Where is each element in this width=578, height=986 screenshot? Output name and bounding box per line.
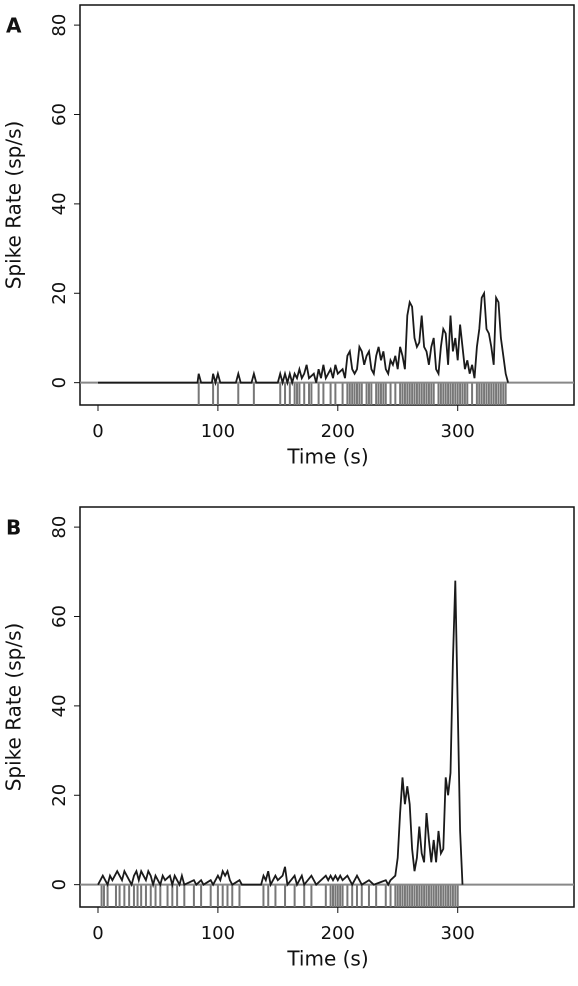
y-tick-label: 80 [49, 14, 70, 37]
y-tick-label: 60 [49, 605, 70, 628]
rate-line [98, 290, 509, 387]
x-tick-label: 300 [441, 923, 475, 944]
plot-frame [79, 4, 575, 406]
y-tick-label: 60 [49, 103, 70, 126]
y-tick-label: 40 [49, 694, 70, 717]
panel-label: B [6, 516, 21, 540]
x-axis-label: Time (s) [286, 947, 368, 971]
x-tick-label: 200 [321, 923, 355, 944]
panel: 0 20 40 60 80 0 100 200 300 Time (s) Spike Rate (s… [2, 4, 575, 469]
x-tick-label: 100 [201, 421, 235, 442]
y-tick-label: 20 [49, 784, 70, 807]
plot-frame [79, 506, 575, 908]
y-tick-label: 0 [49, 377, 70, 388]
x-tick-label: 300 [441, 421, 475, 442]
y-tick-label: 0 [49, 879, 70, 890]
y-axis-label: Spike Rate (sp/s) [2, 121, 26, 290]
x-tick-label: 0 [92, 923, 103, 944]
rate-line [97, 580, 464, 889]
y-tick-label: 80 [49, 516, 70, 539]
y-tick-label: 40 [49, 192, 70, 215]
panel: 0 20 40 60 80 0 100 200 300 Time (s) Spike Rate (s… [2, 506, 575, 971]
y-tick-label: 20 [49, 282, 70, 305]
x-axis-label: Time (s) [286, 445, 368, 469]
y-axis-label: Spike Rate (sp/s) [2, 623, 26, 792]
x-tick-label: 100 [201, 923, 235, 944]
x-tick-label: 200 [321, 421, 355, 442]
x-tick-label: 0 [92, 421, 103, 442]
panel-label: A [6, 14, 22, 38]
